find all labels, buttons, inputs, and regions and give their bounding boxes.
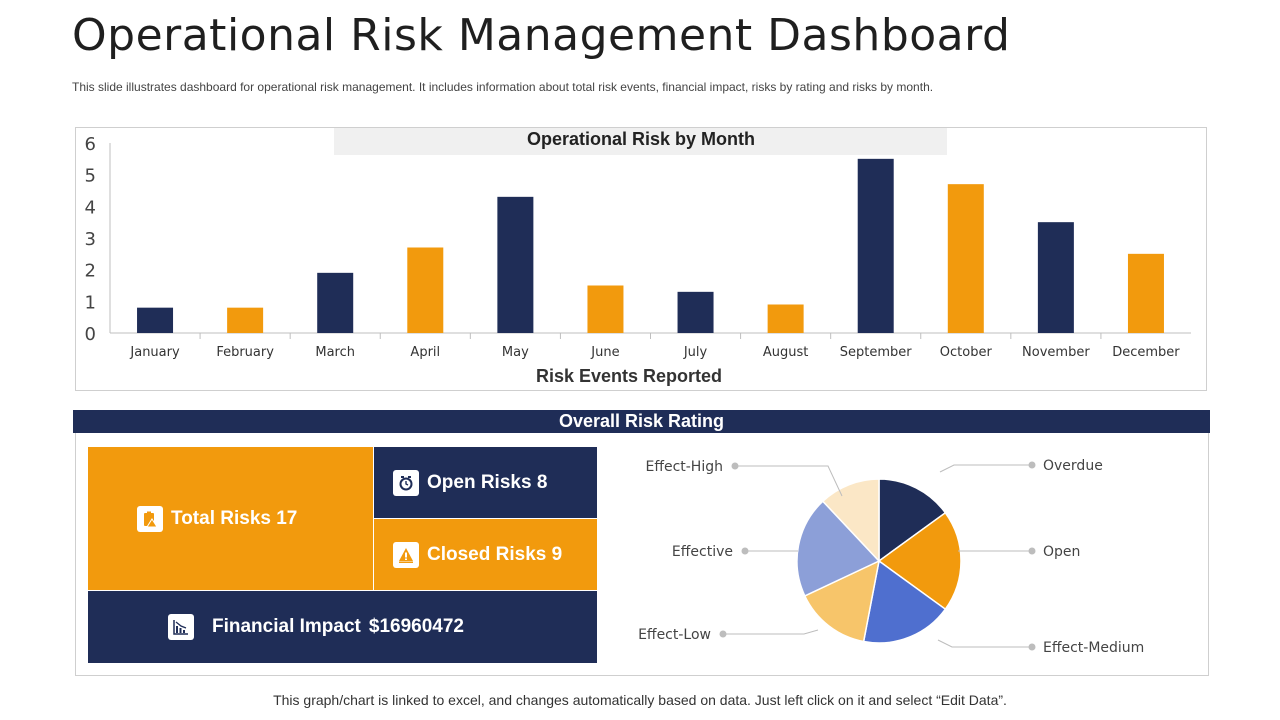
callout-line xyxy=(939,464,1032,473)
bar-april[interactable] xyxy=(407,247,444,334)
pie-legend-label: Overdue xyxy=(1043,458,1103,474)
total-risks-tile[interactable]: Total Risks 17 xyxy=(88,447,373,590)
callout-dot xyxy=(731,462,739,470)
bar-series xyxy=(137,158,1164,334)
closed-risks-label: Closed Risks 9 xyxy=(427,543,563,565)
page-subtitle: This slide illustrates dashboard for ope… xyxy=(72,80,934,94)
closed-risks-tile[interactable]: Closed Risks 9 xyxy=(374,519,597,590)
y-tick-label: 3 xyxy=(85,229,96,250)
pie-slice-effect-medium[interactable] xyxy=(862,559,947,644)
x-tick-label: July xyxy=(683,345,708,360)
callout-dot xyxy=(1028,461,1036,469)
bar-december[interactable] xyxy=(1127,253,1164,333)
risk-rating-panel xyxy=(75,433,1209,676)
chart-title-background xyxy=(334,128,947,155)
callout-dot xyxy=(741,547,749,555)
callout-line xyxy=(735,465,843,497)
x-tick-label: October xyxy=(940,345,993,360)
callout-dot xyxy=(1028,547,1036,555)
bar-september[interactable] xyxy=(857,158,894,333)
bar-february[interactable] xyxy=(227,307,264,333)
page-title: Operational Risk Management Dashboard xyxy=(72,10,1011,61)
callout-line xyxy=(723,629,819,635)
callout-line xyxy=(937,639,1032,648)
pie-chart-canvas: Overdue Open Effect-Medium Effect-Low Effect… xyxy=(638,458,1144,656)
pie-slice-open[interactable] xyxy=(877,511,962,611)
clipboard-warning-icon xyxy=(137,505,163,532)
pie-legend-label: Effect-Medium xyxy=(1043,640,1144,656)
y-tick-label: 4 xyxy=(85,197,96,218)
callout-dot xyxy=(1028,643,1036,651)
warning-triangle-icon xyxy=(393,541,419,568)
y-tick-label: 6 xyxy=(85,134,96,155)
x-tick-label: March xyxy=(315,345,355,360)
bar-chart-canvas: Operational Risk by Month 0 1 2 3 4 5 6 Januar… xyxy=(85,128,1191,386)
risk-rating-pie-chart[interactable]: Overdue Open Effect-Medium Effect-Low Effect… xyxy=(620,440,1180,670)
bar-july[interactable] xyxy=(677,291,714,333)
x-tick-label: May xyxy=(502,345,529,360)
x-tick-label: August xyxy=(763,345,809,360)
x-axis: January February March April May June July Augu… xyxy=(129,333,1180,360)
wall-clock-icon xyxy=(393,469,419,496)
bar-june[interactable] xyxy=(587,285,624,334)
overall-risk-rating-header: Overall Risk Rating xyxy=(73,410,1210,433)
x-tick-label: February xyxy=(216,345,274,360)
y-tick-label: 2 xyxy=(85,261,96,282)
x-tick-label: January xyxy=(129,345,180,360)
monthly-risk-chart[interactable]: Operational Risk by Month 0 1 2 3 4 5 6 Januar… xyxy=(75,127,1207,391)
pie-slice-effective[interactable] xyxy=(796,500,881,597)
financial-impact-label: Financial Impact xyxy=(212,616,361,637)
pie-legend-callouts: Overdue Open Effect-Medium Effect-Low Effect… xyxy=(638,458,1144,656)
x-tick-label: September xyxy=(840,345,913,360)
y-tick-label: 0 xyxy=(85,324,96,345)
declining-chart-icon xyxy=(168,614,194,640)
bar-november[interactable] xyxy=(1037,222,1074,333)
open-risks-tile[interactable]: Open Risks 8 xyxy=(374,447,597,518)
financial-impact-tile[interactable]: Financial Impact $16960472 xyxy=(88,591,597,663)
pie-legend-label: Open xyxy=(1043,544,1080,560)
x-tick-label: November xyxy=(1022,345,1090,360)
bar-august[interactable] xyxy=(767,304,804,334)
pie-legend-label: Effective xyxy=(672,544,733,560)
y-tick-label: 1 xyxy=(85,292,96,313)
callout-dot xyxy=(719,630,727,638)
pie-legend-label: Effect-Low xyxy=(638,627,711,643)
x-tick-label: December xyxy=(1112,345,1180,360)
pie-slice-effect-high[interactable] xyxy=(821,478,880,563)
pie-slice-overdue[interactable] xyxy=(878,478,947,563)
x-tick-label: April xyxy=(410,345,440,360)
footer-note: This graph/chart is linked to excel, and… xyxy=(273,692,1007,708)
open-risks-label: Open Risks 8 xyxy=(427,471,548,493)
financial-impact-value: $16960472 xyxy=(368,616,464,637)
y-tick-label: 5 xyxy=(85,166,96,187)
total-risks-label: Total Risks 17 xyxy=(171,507,298,529)
chart-title: Operational Risk by Month xyxy=(527,129,755,149)
bar-may[interactable] xyxy=(497,196,534,333)
x-tick-label: June xyxy=(590,345,619,360)
pie-legend-label: Effect-High xyxy=(645,459,723,475)
x-axis-label: Risk Events Reported xyxy=(536,366,722,386)
pie-slice-effect-low[interactable] xyxy=(803,559,881,643)
bar-october[interactable] xyxy=(947,184,984,333)
bar-march[interactable] xyxy=(317,272,354,333)
bar-january[interactable] xyxy=(137,307,174,333)
pie-slices xyxy=(796,478,962,644)
